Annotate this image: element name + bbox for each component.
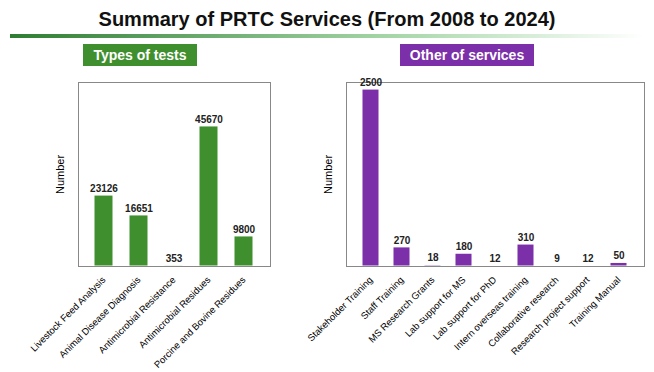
svg-text:45670: 45670 (195, 114, 223, 125)
svg-text:Staff Training: Staff Training (358, 274, 406, 322)
svg-text:Lab support for PhD: Lab support for PhD (430, 274, 499, 342)
svg-text:Collaborative research: Collaborative research (485, 274, 561, 350)
svg-text:Number: Number (54, 155, 66, 194)
svg-text:353: 353 (166, 253, 183, 264)
svg-text:12: 12 (582, 253, 594, 264)
svg-text:Training Manual: Training Manual (567, 274, 623, 330)
svg-text:MS Research Grants: MS Research Grants (366, 274, 437, 345)
svg-text:Porcine and Bovine Residues: Porcine and Bovine Residues (152, 274, 248, 370)
svg-text:2500: 2500 (360, 77, 383, 88)
svg-text:180: 180 (456, 241, 473, 252)
svg-text:Antimicrobial Residues: Antimicrobial Residues (136, 274, 213, 351)
svg-text:16651: 16651 (125, 203, 153, 214)
svg-text:Animal Disease Diagnosis: Animal Disease Diagnosis (56, 274, 143, 360)
svg-text:270: 270 (394, 235, 411, 246)
svg-text:12: 12 (489, 253, 501, 264)
svg-text:18: 18 (427, 252, 439, 263)
html-text:Types of tests: Types of tests (93, 47, 187, 63)
svg-text:23126: 23126 (90, 183, 118, 194)
svg-text:50: 50 (613, 250, 625, 261)
svg-text:Antimicrobial Resistance: Antimicrobial Resistance (96, 274, 178, 356)
svg-text:9800: 9800 (233, 224, 256, 235)
svg-text:Research project support: Research project support (508, 274, 592, 357)
svg-text:Livestock Feed Analysis: Livestock Feed Analysis (28, 274, 108, 354)
html-text:Other of services: Other of services (409, 47, 525, 63)
svg-text:Number: Number (322, 155, 334, 194)
svg-text:Intern overseas training: Intern overseas training (451, 274, 530, 353)
svg-text:Lab support for MS: Lab support for MS (402, 274, 468, 339)
html-text:Summary of PRTC Services (From: Summary of PRTC Services (From 2008 to 2… (98, 8, 556, 30)
svg-text:310: 310 (518, 232, 535, 243)
svg-text:9: 9 (554, 253, 560, 264)
svg-text:Stakeholder Training: Stakeholder Training (305, 274, 375, 344)
